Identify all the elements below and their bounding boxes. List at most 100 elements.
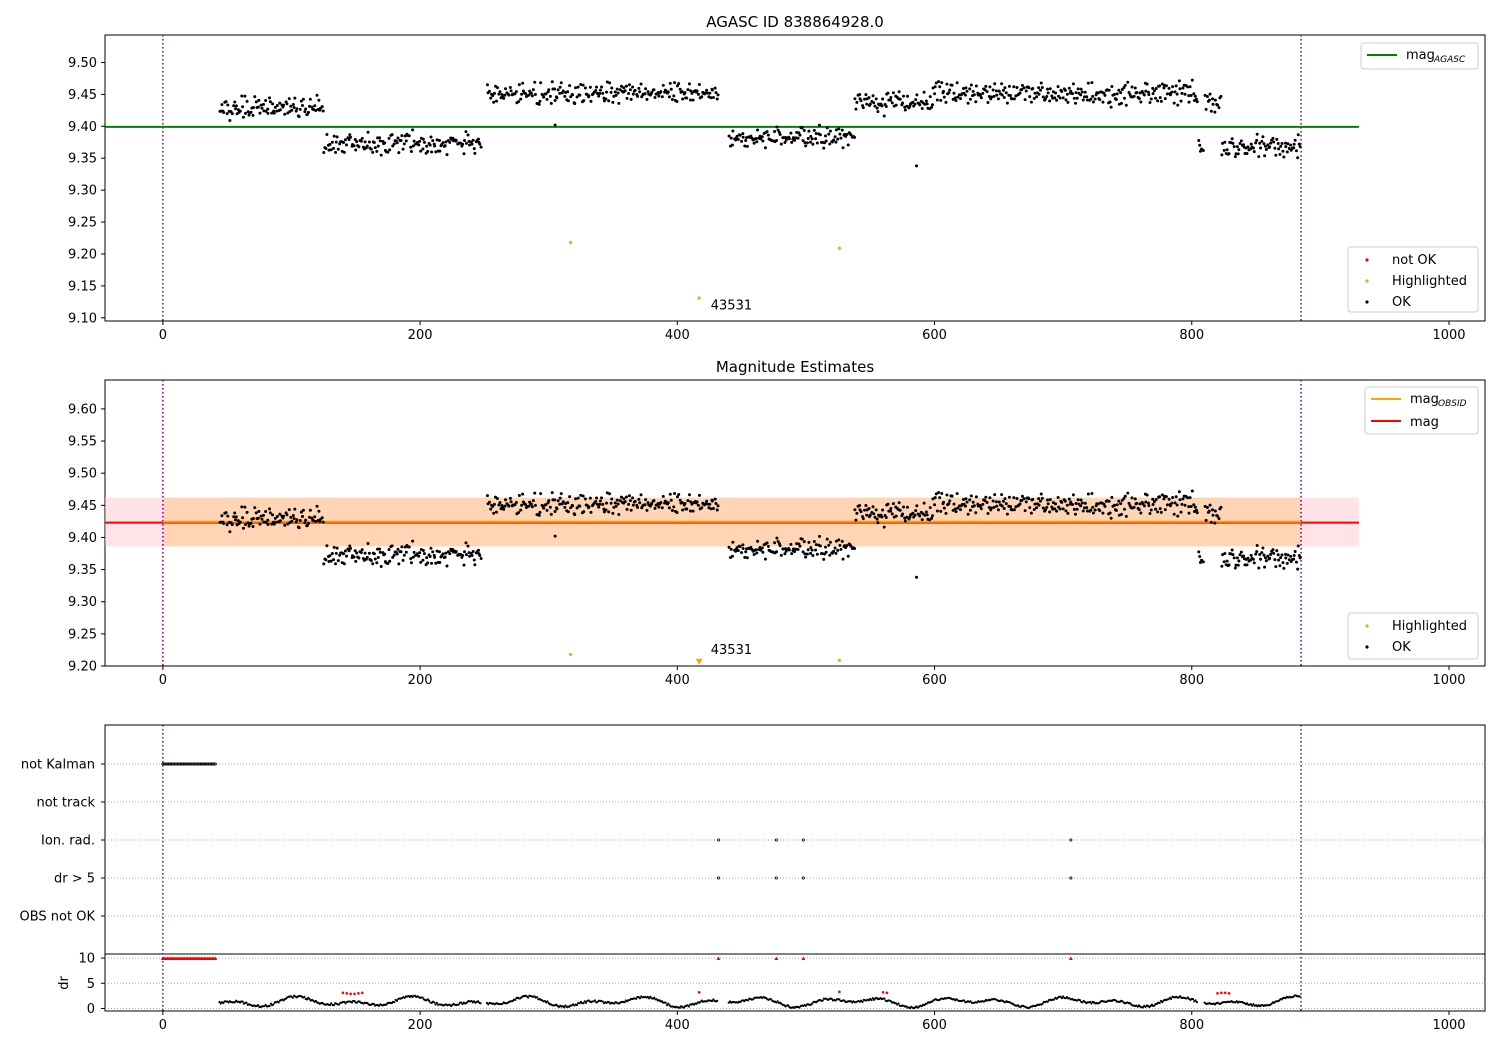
ok-point [1086,81,1090,85]
ok-point [608,492,612,496]
highlighted-point [568,240,573,245]
ok-point [1223,140,1227,144]
ok-point [513,503,517,507]
ok-point [1284,141,1288,145]
ok-point [1209,109,1213,113]
ok-point [1233,566,1237,570]
ok-point [1124,103,1128,107]
ok-point [530,94,534,98]
x-tick-label: 0 [159,673,167,688]
ok-point [264,520,268,524]
ok-point [556,88,560,92]
ok-point [1029,100,1033,104]
dr-point [291,996,294,999]
ok-point [678,87,682,91]
ok-point [292,517,296,521]
y-tick-label: 9.20 [68,660,97,675]
ok-point [981,502,985,506]
ok-point [553,498,557,502]
legend-label-not-ok: not OK [1392,253,1437,268]
ok-point [444,551,448,555]
legend-lines: mag OBSID mag [1364,386,1479,435]
ok-point [1075,96,1079,100]
ok-point [713,86,717,90]
dr-high-point [697,991,701,994]
ok-point [576,85,580,89]
ok-point [822,146,826,150]
ok-point [400,134,404,138]
ok-point [1012,508,1016,512]
ok-point [628,88,632,92]
ok-point [1205,95,1209,99]
ok-point [1281,149,1285,153]
ok-point [497,503,501,507]
ok-point [322,562,326,566]
ok-point [840,539,844,543]
ok-point [434,561,438,565]
ok-point [1194,97,1198,101]
ok-point [633,499,637,503]
ok-point [1259,146,1263,150]
ok-point [507,504,511,508]
ok-point [1044,97,1048,101]
ok-point [335,135,339,139]
ok-point [1090,81,1094,85]
ok-point [282,514,286,518]
dr-point [1186,996,1190,999]
ok-point [1203,504,1207,508]
ok-point [1029,511,1033,515]
ok-point [867,96,871,100]
ok-point [253,506,257,510]
ok-point [583,86,587,90]
ok-point [710,499,714,503]
ok-point [262,513,266,517]
dr-point [861,1000,864,1003]
ok-point [1046,502,1050,506]
ok-point [923,513,927,517]
ok-point [629,508,633,512]
ok-point [1233,155,1237,159]
ok-point [478,142,482,146]
ok-point [517,493,521,497]
ok-point [609,501,613,505]
ok-point [1122,507,1126,511]
ok-point [696,92,700,96]
ok-point [524,92,528,96]
dr-point [1060,997,1063,1000]
ok-point [299,510,303,514]
ok-point [1075,507,1079,511]
ok-point [1085,95,1089,99]
ok-point [335,546,339,550]
ok-point [1251,557,1255,561]
ok-point [1289,554,1293,558]
legend-lines: mag AGASC [1360,42,1479,70]
ok-point [1091,94,1095,98]
ok-point [1012,496,1016,500]
ok-point [598,91,602,95]
ok-point [600,85,604,89]
dr-point [470,999,473,1003]
ok-point [938,85,942,89]
ok-point [1080,90,1084,94]
ok-point [809,551,813,555]
ok-point [633,88,637,92]
dr-point [1252,1003,1255,1006]
ok-point [884,515,888,519]
ok-point [252,106,256,110]
plot-frame [104,724,1486,1012]
ok-point [614,504,618,508]
ok-point [1275,549,1279,553]
ok-point [993,82,997,86]
dr-clipped-marker [1068,956,1073,961]
ok-point [1165,92,1169,96]
ok-point [705,88,709,92]
ok-point [395,552,399,556]
ok-point [1009,94,1013,98]
ok-point [1005,101,1009,105]
ok-point [344,554,348,558]
ok-point [1249,553,1253,557]
ok-point [814,131,818,135]
ok-point [514,90,518,94]
ok-point [942,89,946,93]
ok-point [1044,508,1048,512]
